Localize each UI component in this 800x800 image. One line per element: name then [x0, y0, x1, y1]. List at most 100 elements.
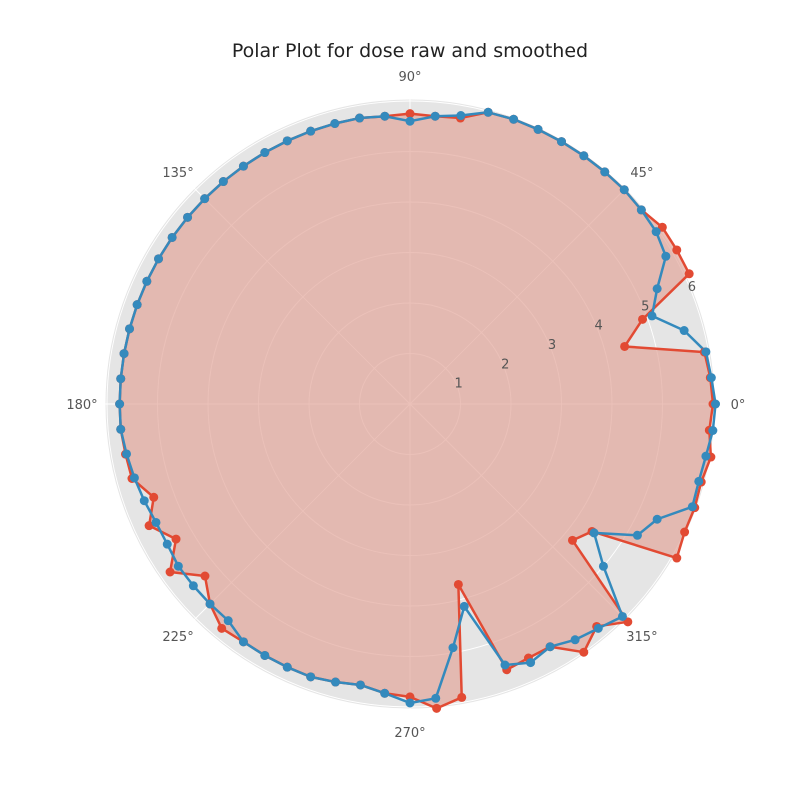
smoothed-data-point	[183, 212, 193, 222]
smoothed-data-point	[132, 300, 142, 310]
raw-data-point	[620, 341, 630, 351]
raw-data-point	[672, 245, 682, 255]
raw-fill-area	[119, 112, 713, 709]
angle-tick-label: 180°	[66, 398, 97, 413]
angle-tick-label: 45°	[630, 166, 653, 181]
radial-tick-label: 6	[688, 280, 696, 295]
smoothed-data-point	[306, 126, 316, 136]
smoothed-data-point	[701, 451, 711, 461]
smoothed-data-point	[380, 111, 390, 121]
smoothed-data-point	[129, 473, 139, 483]
smoothed-data-point	[509, 114, 519, 124]
smoothed-data-point	[589, 528, 599, 538]
smoothed-data-point	[151, 517, 161, 527]
smoothed-data-point	[218, 177, 228, 187]
smoothed-data-point	[205, 599, 215, 609]
smoothed-data-point	[570, 635, 580, 645]
smoothed-data-point	[282, 662, 292, 672]
smoothed-data-point	[355, 113, 365, 123]
chart-title: Polar Plot for dose raw and smoothed	[232, 40, 588, 62]
smoothed-data-point	[405, 698, 415, 708]
smoothed-data-point	[652, 514, 662, 524]
angle-tick-labels: 0° 45° 90° 135° 180° 225° 270° 315°	[66, 70, 745, 741]
radial-tick-label: 5	[641, 299, 649, 314]
smoothed-data-point	[687, 502, 697, 512]
smoothed-data-point	[448, 643, 458, 653]
raw-data-point	[684, 269, 694, 279]
smoothed-data-point	[708, 425, 718, 435]
smoothed-data-point	[154, 254, 164, 264]
smoothed-data-point	[579, 151, 589, 161]
smoothed-data-point	[711, 399, 721, 409]
radial-tick-labels: 1 2 3 4 5 6	[455, 280, 697, 392]
angle-tick-label: 0°	[731, 398, 746, 413]
raw-data-point	[457, 692, 467, 702]
radial-tick-label: 2	[501, 357, 509, 372]
smoothed-data-point	[115, 399, 125, 409]
smoothed-data-point	[598, 561, 608, 571]
raw-data-point	[579, 647, 589, 657]
smoothed-data-point	[405, 116, 415, 126]
radial-tick-label: 1	[455, 377, 463, 392]
smoothed-data-point	[652, 284, 662, 294]
smoothed-data-point	[557, 137, 566, 147]
smoothed-data-point	[483, 107, 493, 117]
smoothed-data-point	[188, 581, 198, 591]
smoothed-data-point	[459, 601, 469, 611]
smoothed-data-point	[260, 650, 270, 660]
raw-data-point	[680, 527, 690, 537]
smoothed-data-point	[125, 324, 135, 334]
smoothed-data-point	[330, 677, 340, 687]
smoothed-data-point	[116, 424, 126, 434]
smoothed-data-point	[647, 311, 657, 321]
raw-data-point	[217, 623, 227, 633]
raw-data-point	[453, 579, 463, 589]
smoothed-data-point	[139, 496, 149, 506]
smoothed-data-point	[282, 136, 292, 146]
smoothed-data-point	[526, 658, 536, 668]
radial-tick-label: 3	[548, 338, 556, 353]
smoothed-data-point	[533, 124, 543, 134]
series-points	[115, 107, 721, 713]
raw-data-point	[200, 571, 210, 581]
angle-tick-label: 135°	[162, 166, 193, 181]
smoothed-data-point	[619, 185, 629, 195]
smoothed-data-point	[119, 349, 129, 359]
smoothed-data-point	[380, 688, 390, 698]
smoothed-data-point	[173, 561, 183, 571]
smoothed-data-point	[200, 194, 210, 204]
angle-tick-label: 90°	[398, 70, 421, 85]
raw-data-point	[171, 534, 181, 544]
smoothed-data-point	[355, 680, 365, 690]
smoothed-data-point	[430, 111, 440, 121]
smoothed-data-point	[122, 449, 132, 459]
smoothed-data-point	[694, 476, 704, 486]
smoothed-data-point	[500, 660, 510, 670]
raw-data-point	[567, 535, 577, 545]
smoothed-data-point	[260, 148, 270, 158]
smoothed-data-point	[238, 161, 248, 171]
smoothed-data-point	[167, 232, 177, 242]
radial-tick-label: 4	[594, 319, 602, 334]
smoothed-data-point	[306, 672, 316, 682]
smoothed-data-point	[651, 227, 661, 237]
raw-data-point	[638, 314, 648, 324]
raw-data-point	[432, 703, 442, 713]
smoothed-data-point	[600, 167, 610, 177]
smoothed-data-point	[545, 642, 555, 652]
smoothed-data-point	[701, 347, 711, 357]
angle-tick-label: 315°	[626, 630, 657, 645]
raw-data-point	[405, 109, 415, 119]
angle-tick-label: 225°	[162, 630, 193, 645]
raw-data-point	[165, 567, 175, 577]
smoothed-data-point	[142, 276, 152, 286]
smoothed-data-point	[617, 611, 627, 621]
smoothed-data-point	[116, 374, 126, 384]
smoothed-data-point	[661, 251, 671, 261]
raw-data-point	[149, 492, 159, 502]
smoothed-data-point	[456, 111, 466, 121]
smoothed-data-point	[330, 119, 340, 129]
raw-data-point	[672, 553, 682, 563]
smoothed-data-point	[636, 205, 646, 215]
